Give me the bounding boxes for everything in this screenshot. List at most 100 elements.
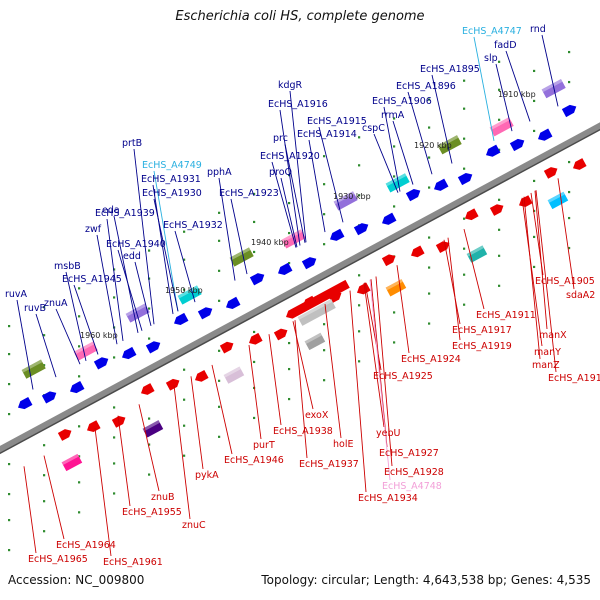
tick-dot [498,228,501,231]
tick-dot [428,98,431,101]
gene-label: eda [102,205,120,216]
gene-label: pykA [195,470,219,481]
gene-block [333,191,358,211]
gene-label: EcHS_A1932 [163,220,223,231]
tick-dot [393,311,396,314]
gene-label: edd [123,251,141,262]
tick-dot [393,145,396,148]
tick-dot [183,454,186,457]
gene-block [385,279,407,297]
gene-arrow [382,212,397,225]
gene-block [142,420,164,438]
gene-block [21,359,46,379]
gene-block [73,341,98,361]
tick-dot [533,99,536,103]
gene-label: proQ [269,167,292,178]
gene-block [437,135,462,155]
tick-dot [148,337,151,340]
tick-dot [498,60,501,63]
gene-arrow [93,357,109,370]
tick-dot [323,243,326,246]
tick-dot [148,443,151,446]
gene-label: EcHS_A1940 [106,239,166,250]
gene-block [297,299,336,326]
gene-label: EcHS_A1961 [103,557,163,568]
gene-label: EcHS_A1938 [273,426,333,437]
gene-label: holE [333,439,353,450]
tick-dot [428,236,431,239]
tick-dot [78,425,81,428]
tick-dot [218,269,221,272]
gene-arrow [141,383,155,395]
page-title: Escherichia coli HS, complete genome [175,9,425,24]
tick-dot [288,367,291,371]
tick-dot [78,455,81,458]
genome-backbone-edge [0,128,600,455]
gene-label: EcHS_A1914 [297,129,357,140]
tick-dot [43,500,46,503]
gene-block [61,453,83,472]
tick-dot [498,198,501,201]
gene-label: EcHS_A4749 [142,160,202,171]
gene-arrow [573,158,587,170]
gene-label: sdaA2 [566,290,595,301]
tick-dot [288,231,291,235]
gene-label: EcHS_A1915 [307,116,367,127]
gene-block [466,245,488,263]
gene-arrow [249,332,263,345]
tick-dot [113,406,116,409]
tick-dot [533,179,536,183]
tick-dot [183,424,186,427]
tick-dot [428,266,431,269]
upper-strand-labels: rnd EcHS_A4747 fadD slp EcHS_A1895 EcHS_A1896… [5,24,546,314]
tick-dot [43,306,46,309]
gene-arrow [70,380,85,394]
gene-label: EcHS_A1920 [260,151,320,162]
gene-block [304,332,326,351]
gene-label: EcHS_A4747 [462,26,522,37]
tick-dot [428,156,431,159]
tick-dot [323,379,326,382]
tick-dot [533,209,536,213]
tick-dot [148,307,151,310]
tick-dot [218,299,221,302]
tick-dot [288,397,291,401]
tick-dot [8,382,11,386]
tick-dot [463,247,466,250]
gene-arrow [286,279,350,319]
gene-label: EcHS_A1939 [95,208,155,219]
gene-arrow [197,307,213,320]
gene-arrow [465,208,479,221]
tick-dot [463,167,466,170]
gene-label: fadD [494,40,517,51]
tick-dot [8,518,11,522]
tick-dot [183,398,186,401]
tick-dot [78,511,81,514]
tick-label: 1910 kbp [498,90,536,99]
tick-dot [218,379,221,382]
tick-dot [288,341,291,345]
tick-label: 1920 kbp [414,141,452,150]
gene-label: EcHS_A1955 [122,507,182,518]
tick-dot [428,322,431,325]
tick-dot [463,107,466,110]
gene-label: EcHS_A1931 [141,174,201,185]
scale-tick-labels: 1910 kbp 1920 kbp 1930 kbp 1940 kbp 1950… [80,90,536,340]
tick-dot [148,473,151,476]
gene-label: msbB [54,261,81,272]
genome-backbone [0,122,600,453]
gene-label: pphA [207,167,232,178]
gene-label: rrmA [381,110,405,121]
gene-block [385,173,410,193]
tick-dot [393,117,396,120]
gene-block [177,285,202,305]
gene-arrow [278,262,293,275]
tick-dot [113,268,116,271]
gene-label: EcHS_A1965 [28,554,88,565]
tick-dot [183,368,186,371]
tick-dot [323,213,326,216]
gene-label: ruvB [24,303,46,314]
gene-block [547,191,569,210]
tick-dot [393,341,396,344]
gene-block [229,247,254,267]
